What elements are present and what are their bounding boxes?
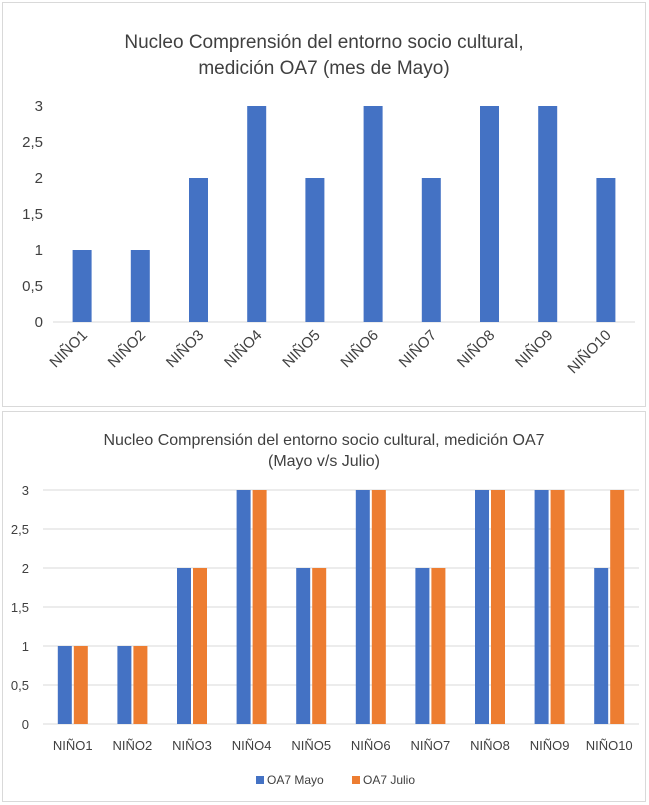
bar-niño1-julio: [73, 646, 88, 724]
x-tick-label: NIÑO7: [396, 327, 440, 371]
chart-title-line-2: medición OA7 (mes de Mayo): [198, 58, 449, 79]
bar-niño1-mayo: [57, 646, 72, 724]
y-tick-label: 0,5: [22, 278, 43, 295]
x-tick-label: NIÑO5: [279, 327, 323, 371]
bar-niño6: [363, 106, 383, 322]
bar-niño8-mayo: [475, 490, 489, 724]
x-tick-label: NIÑO6: [351, 738, 391, 753]
bar-niño10-julio: [610, 490, 625, 724]
y-tick-label: 1: [22, 639, 29, 654]
x-tick-label: NIÑO4: [232, 738, 272, 753]
chart-panel-comparison: Nucleo Comprensión del entorno socio cul…: [2, 411, 646, 802]
bar-niño2: [130, 250, 150, 322]
chart-mayo: Nucleo Comprensión del entorno socio cul…: [22, 32, 635, 377]
x-tick-label: NIÑO3: [172, 738, 212, 753]
bar-niño10: [596, 178, 616, 322]
x-tick-label: NIÑO5: [291, 738, 331, 753]
bar-niño2-julio: [133, 646, 148, 724]
x-tick-label: NIÑO2: [105, 327, 149, 371]
x-tick-label: NIÑO1: [46, 327, 90, 371]
bar-niño4: [247, 106, 267, 322]
y-tick-label: 0: [22, 717, 29, 732]
y-tick-label: 3: [35, 98, 43, 115]
legend-swatch-julio: [352, 776, 360, 784]
bar-niño6-mayo: [355, 490, 370, 724]
x-tick-label: NIÑO9: [530, 738, 570, 753]
y-tick-label: 1,5: [22, 206, 43, 223]
x-tick-label: NIÑO10: [564, 327, 614, 377]
y-tick-label: 0: [35, 314, 43, 331]
bar-niño2-mayo: [117, 646, 132, 724]
chart-title-line-1: Nucleo Comprensión del entorno socio cul…: [103, 432, 544, 449]
legend: OA7 Mayo OA7 Julio: [256, 773, 415, 787]
x-tick-label: NIÑO2: [113, 738, 153, 753]
bar-niño9-mayo: [534, 490, 549, 724]
chart-panel-mayo: Nucleo Comprensión del entorno socio cul…: [2, 2, 646, 407]
chart-title-line-1: Nucleo Comprensión del entorno socio cul…: [124, 32, 523, 53]
bar-niño8: [480, 106, 499, 322]
x-tick-label: NIÑO8: [470, 738, 510, 753]
legend-label-julio: OA7 Julio: [363, 773, 415, 787]
y-tick-label: 2: [22, 561, 29, 576]
bar-niño3-mayo: [177, 568, 191, 724]
legend-swatch-mayo: [256, 776, 264, 784]
y-tick-label: 1,5: [11, 600, 29, 615]
bar-niño9: [538, 106, 558, 322]
x-tick-label: NIÑO3: [163, 327, 207, 371]
chart-mayo-vs-julio: Nucleo Comprensión del entorno socio cul…: [11, 432, 639, 787]
x-tick-label: NIÑO4: [221, 327, 265, 371]
y-tick-label: 3: [22, 483, 29, 498]
bar-niño6-julio: [371, 490, 386, 724]
x-tick-label: NIÑO7: [411, 738, 451, 753]
bar-niño7-mayo: [415, 568, 430, 724]
bar-niño3: [189, 178, 208, 322]
legend-label-mayo: OA7 Mayo: [267, 773, 324, 787]
bar-niño8-julio: [491, 490, 505, 724]
y-tick-label: 2: [35, 170, 43, 187]
y-tick-label: 0,5: [11, 678, 29, 693]
y-tick-label: 2,5: [22, 134, 43, 151]
bar-niño5-mayo: [296, 568, 311, 724]
y-tick-label: 1: [35, 242, 43, 259]
x-tick-label: NIÑO9: [512, 327, 556, 371]
bar-niño9-julio: [550, 490, 565, 724]
bar-niño7-julio: [431, 568, 446, 724]
bar-niño7: [421, 178, 441, 322]
bar-niño4-mayo: [236, 490, 251, 724]
bar-niño10-mayo: [594, 568, 609, 724]
x-tick-label: NIÑO10: [586, 738, 633, 753]
x-tick-label: NIÑO1: [53, 738, 93, 753]
bar-niño1: [72, 250, 92, 322]
bar-niño5: [305, 178, 325, 322]
x-tick-label: NIÑO6: [337, 327, 381, 371]
x-tick-label: NIÑO8: [454, 327, 498, 371]
chart-title-line-2: (Mayo v/s Julio): [268, 453, 380, 470]
bar-niño3-julio: [193, 568, 207, 724]
bar-niño4-julio: [252, 490, 267, 724]
bar-niño5-julio: [312, 568, 327, 724]
y-tick-label: 2,5: [11, 522, 29, 537]
